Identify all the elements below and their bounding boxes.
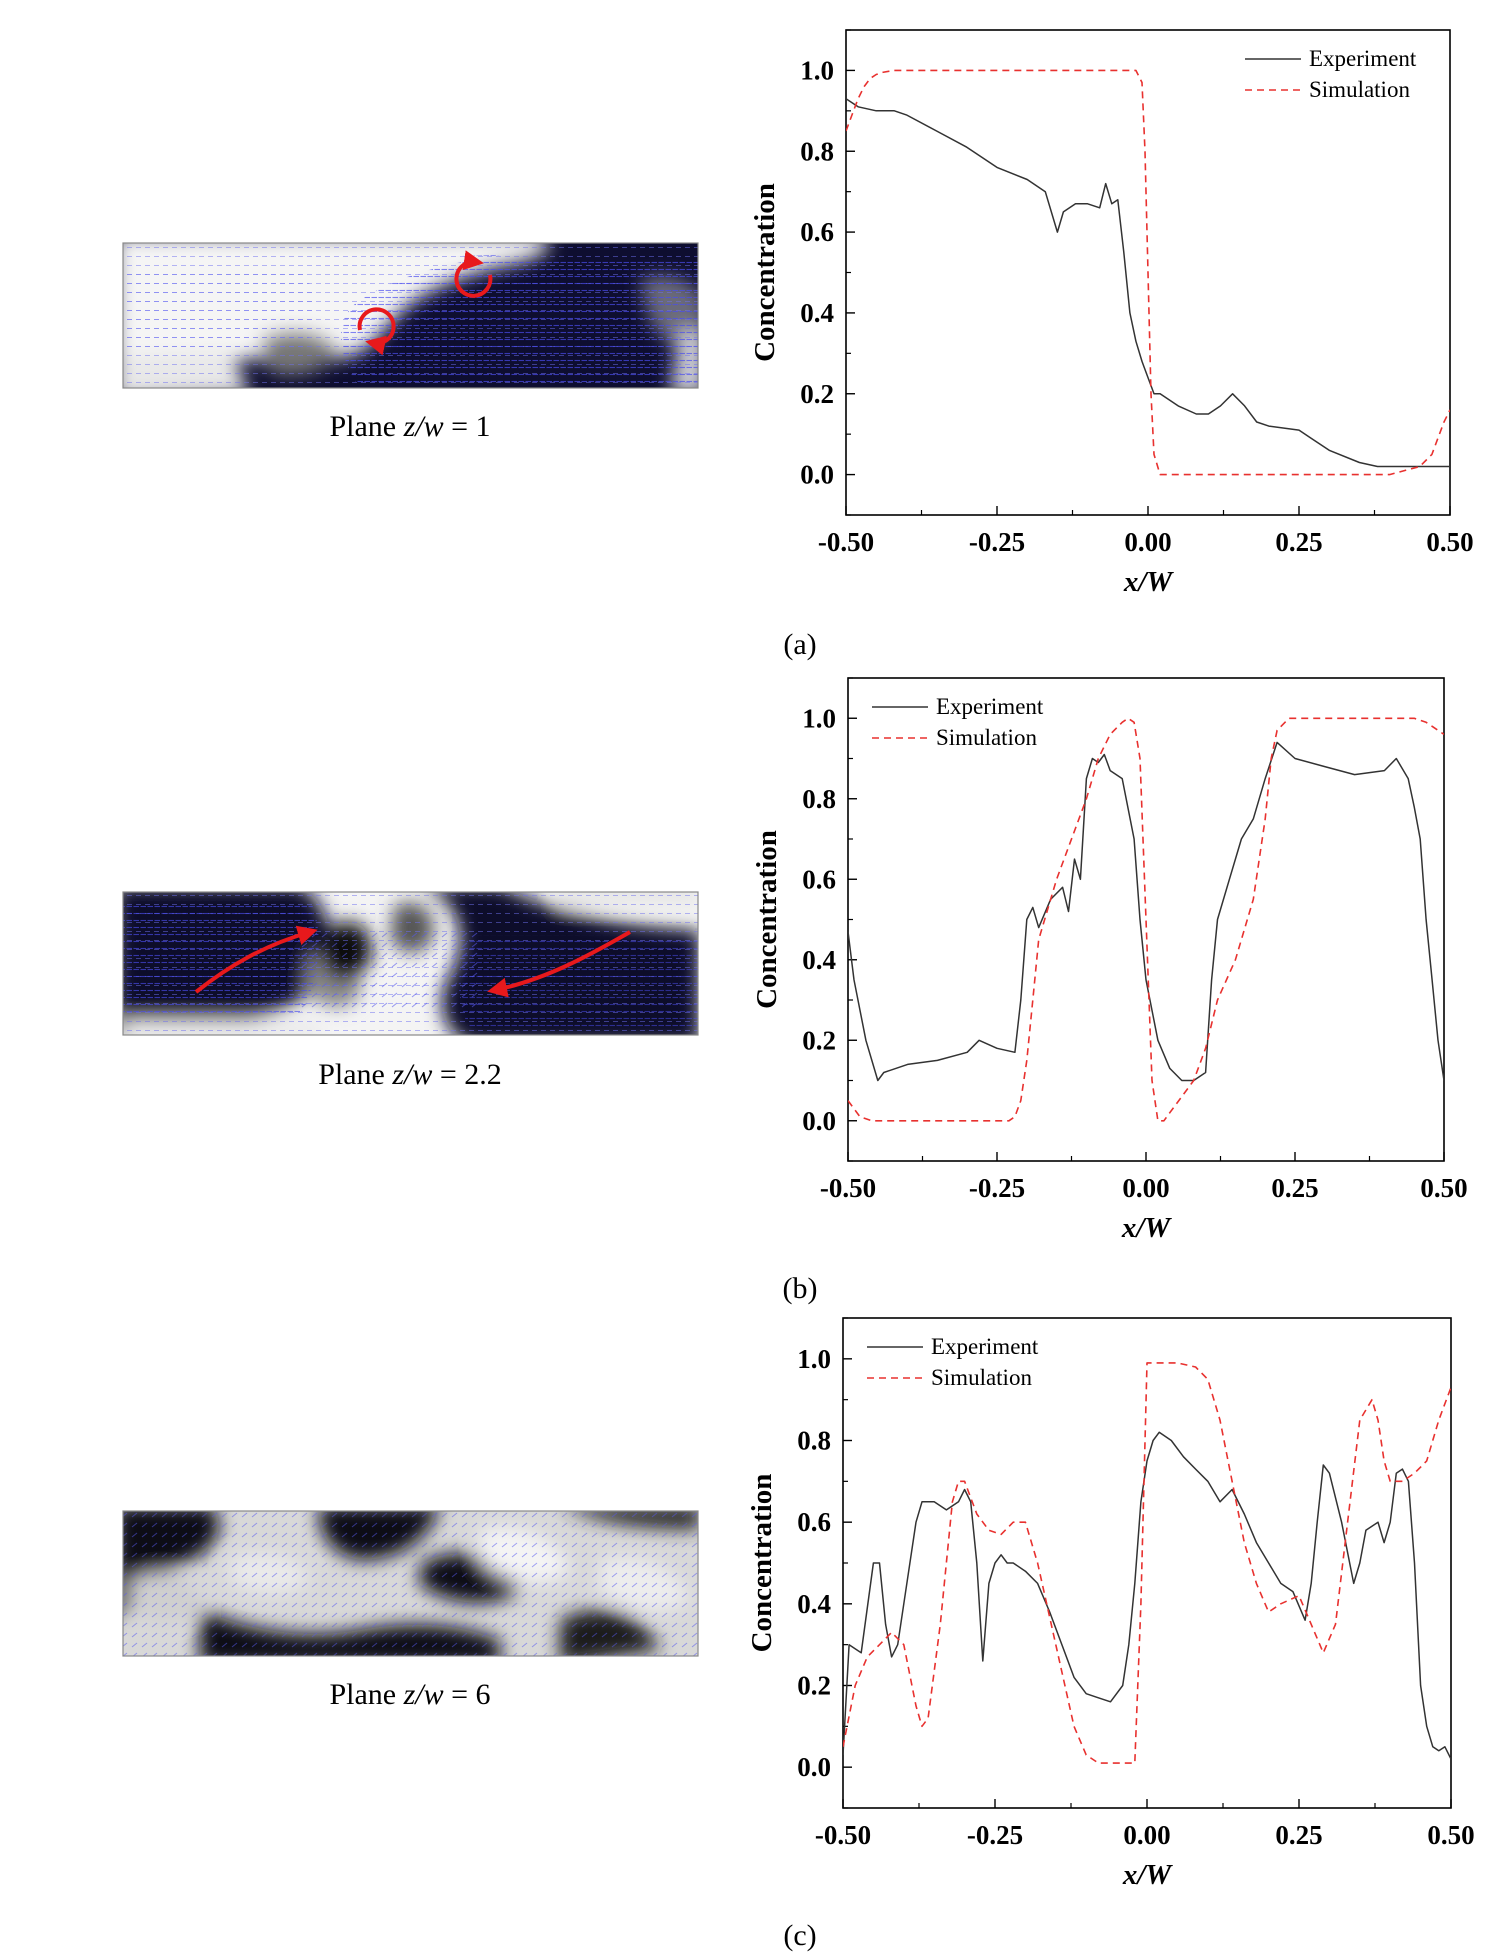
y-tick-label: 1.0: [800, 55, 834, 85]
flow-image-plane-2-2: [122, 891, 699, 1036]
y-tick-label: 0.4: [802, 945, 836, 975]
x-tick-label: -0.25: [969, 1173, 1025, 1203]
flow-arrow-left: [194, 925, 318, 994]
x-tick-label: -0.50: [820, 1173, 876, 1203]
x-tick-label: 0.00: [1123, 1820, 1170, 1850]
y-tick-label: 0.2: [802, 1025, 836, 1055]
y-axis-title: Concentration: [749, 183, 781, 362]
chart-c: -0.50 -0.25 0.00 0.25 0.50 0.0 0.2 0.4 0.6 0.8 1.0…: [746, 1317, 1475, 1891]
y-tick-label: 0.4: [800, 298, 834, 328]
x-tick-label: -0.50: [818, 527, 874, 557]
series-line-experiment: [843, 1431, 1451, 1760]
y-tick-label: 0.0: [800, 460, 834, 490]
x-tick-label: -0.25: [969, 527, 1025, 557]
y-tick-label: 0.0: [797, 1752, 831, 1782]
panel-a: Plane z/w = 1 -0.50 -0.25 0.00 0.25 0.50 0.0 0…: [122, 29, 1474, 661]
x-tick-label: 0.50: [1420, 1173, 1467, 1203]
y-tick-label: 0.2: [800, 379, 834, 409]
panel-letter-a: (a): [783, 628, 816, 661]
x-tick-label: 0.00: [1124, 527, 1171, 557]
y-tick-label: 0.8: [797, 1426, 831, 1456]
y-tick-label: 1.0: [802, 703, 836, 733]
legend-label-experiment: Experiment: [936, 694, 1044, 719]
vortex-arrow-lower: [357, 307, 396, 356]
y-tick-label: 1.0: [797, 1344, 831, 1374]
panel-b: Plane z/w = 2.2 -0.50 -0.25 0.00 0.25 0.50 0.…: [122, 677, 1468, 1305]
plot-frame: [847, 677, 1445, 1162]
x-axis-title: x/W: [1121, 1212, 1173, 1244]
x-tick-label: 0.25: [1275, 527, 1322, 557]
y-tick-label: 0.8: [800, 136, 834, 166]
flow-arrow-right: [487, 930, 631, 998]
legend-label-experiment: Experiment: [1309, 46, 1417, 71]
panel-letter-b: (b): [783, 1272, 818, 1305]
x-axis-title: x/W: [1122, 1859, 1174, 1891]
y-tick-label: 0.6: [800, 217, 834, 247]
y-tick-label: 0.6: [797, 1507, 831, 1537]
flow-image-plane-1: [122, 242, 699, 389]
vortex-arrow-upper: [454, 250, 493, 298]
legend-label-experiment: Experiment: [931, 1334, 1039, 1359]
y-tick-label: 0.4: [797, 1589, 831, 1619]
y-axis-title: Concentration: [751, 830, 783, 1009]
x-tick-label: 0.25: [1275, 1820, 1322, 1850]
legend-label-simulation: Simulation: [931, 1365, 1032, 1390]
panel-letter-c: (c): [783, 1919, 816, 1952]
series-line-experiment: [848, 741, 1444, 1082]
y-tick-label: 0.6: [802, 864, 836, 894]
plane-caption-a: Plane z/w = 1: [329, 410, 490, 443]
series-line-simulation: [843, 1362, 1451, 1764]
x-tick-label: -0.50: [815, 1820, 871, 1850]
x-tick-label: -0.25: [967, 1820, 1023, 1850]
legend-label-simulation: Simulation: [1309, 77, 1410, 102]
plane-caption-c: Plane z/w = 6: [329, 1678, 490, 1711]
chart-a: -0.50 -0.25 0.00 0.25 0.50 0.0 0.2 0.4 0.6 0.8 1.0…: [749, 29, 1474, 598]
series-line-experiment: [846, 98, 1450, 468]
x-tick-label: 0.50: [1426, 527, 1473, 557]
y-tick-label: 0.0: [802, 1106, 836, 1136]
series-line-simulation: [846, 69, 1450, 476]
flow-image-plane-6: [122, 1510, 699, 1657]
plane-caption-b: Plane z/w = 2.2: [318, 1058, 502, 1091]
y-tick-label: 0.2: [797, 1671, 831, 1701]
x-tick-label: 0.00: [1122, 1173, 1169, 1203]
y-tick-label: 0.8: [802, 784, 836, 814]
chart-b: -0.50 -0.25 0.00 0.25 0.50 0.0 0.2 0.4 0.6 0.8 1.0…: [751, 677, 1468, 1244]
panel-c: Plane z/w = 6 -0.50 -0.25 0.00 0.25 0.50 0.0 0…: [122, 1317, 1475, 1952]
x-tick-label: 0.50: [1427, 1820, 1474, 1850]
series-line-simulation: [848, 717, 1444, 1122]
y-axis-title: Concentration: [746, 1474, 778, 1653]
x-axis-title: x/W: [1123, 566, 1175, 598]
x-tick-label: 0.25: [1271, 1173, 1318, 1203]
legend-label-simulation: Simulation: [936, 725, 1037, 750]
